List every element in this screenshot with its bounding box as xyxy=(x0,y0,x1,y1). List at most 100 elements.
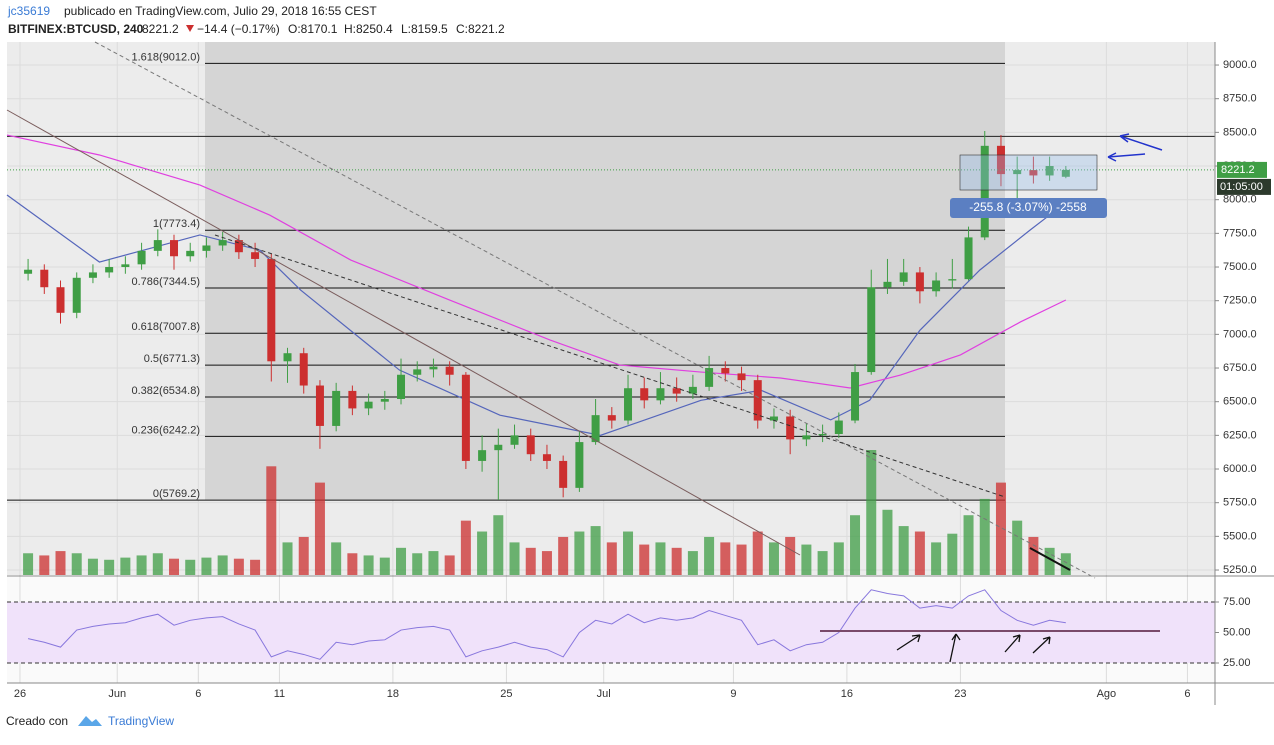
volume-bar xyxy=(477,531,488,575)
candle-body xyxy=(899,272,908,282)
candle-body xyxy=(721,368,730,374)
x-tick-label: 25 xyxy=(500,688,512,700)
candle-body xyxy=(996,145,1005,175)
y-tick-label: 7500.0 xyxy=(1223,261,1257,273)
candle-body xyxy=(510,435,519,445)
volume-bar xyxy=(785,536,796,575)
candle-body xyxy=(753,380,762,421)
candle-body xyxy=(494,444,503,451)
author: jc35619 xyxy=(7,4,50,18)
fib-label: 1(7773.4) xyxy=(153,218,200,230)
volume-bar xyxy=(590,526,601,575)
y-tick-label: 7000.0 xyxy=(1223,328,1257,340)
candle-body xyxy=(267,258,276,362)
volume-bar xyxy=(412,553,423,575)
candle-body xyxy=(737,373,746,381)
volume-bar xyxy=(671,547,682,575)
volume-bar xyxy=(931,542,942,575)
candle-body xyxy=(283,353,292,362)
volume-bar xyxy=(817,551,828,575)
x-tick-label: Ago xyxy=(1097,688,1117,700)
candle-body xyxy=(526,435,535,455)
candle-body xyxy=(786,416,795,440)
candle-body xyxy=(380,398,389,402)
candle-body xyxy=(1045,166,1054,176)
price: 8221.2 xyxy=(142,22,179,36)
candle-body xyxy=(24,269,33,274)
candle-body xyxy=(915,272,924,292)
y-tick-label: 7750.0 xyxy=(1223,227,1257,239)
moving-average xyxy=(6,134,1067,389)
volume-bar xyxy=(282,542,293,575)
volume-bar xyxy=(152,553,163,575)
candle-body xyxy=(834,420,843,435)
symbol: BITFINEX:BTCUSD, 240 xyxy=(8,22,144,36)
candle-body xyxy=(980,145,989,238)
countdown-box xyxy=(1217,178,1271,195)
volume-bar xyxy=(720,542,731,575)
x-tick-label: 6 xyxy=(195,688,201,700)
volume-bar xyxy=(509,542,520,575)
y-tick-label: 5500.0 xyxy=(1223,530,1257,542)
measure-box xyxy=(959,154,1098,191)
volume-bar xyxy=(1044,547,1055,575)
volume-bar xyxy=(963,515,974,575)
y-tick-label: 8500.0 xyxy=(1223,126,1257,138)
volume-bar xyxy=(639,544,650,575)
measure-label: -255.8 (-3.07%) -2558 xyxy=(969,200,1087,214)
volume-bar xyxy=(428,551,439,575)
candle-body xyxy=(121,264,130,268)
volume-bar xyxy=(995,482,1006,575)
volume-bar xyxy=(87,558,98,575)
change: −14.4 (−0.17%) xyxy=(197,22,280,36)
volume-bar xyxy=(233,558,244,575)
candle-body xyxy=(332,390,341,426)
volume-bar xyxy=(396,547,407,575)
candle-body xyxy=(1013,170,1022,175)
published: publicado en TradingView.com, Julio 29, … xyxy=(64,4,377,18)
volume-bar xyxy=(136,555,147,575)
candle-body xyxy=(40,269,49,288)
candle-body xyxy=(867,287,876,373)
candle-body xyxy=(153,240,162,251)
x-tick-label: 26 xyxy=(14,688,26,700)
volume-bar xyxy=(460,520,471,575)
volume-bar xyxy=(801,544,812,575)
candle-body xyxy=(170,240,179,257)
rsi-tick-label: 25.00 xyxy=(1223,657,1251,669)
fib-label: 0.382(6534.8) xyxy=(132,385,201,397)
volume-bar xyxy=(444,555,455,575)
candle-body xyxy=(883,281,892,288)
candle-body xyxy=(234,240,243,253)
rsi-tick-label: 50.00 xyxy=(1223,626,1251,638)
measure-label-box xyxy=(950,198,1107,218)
volume-bar xyxy=(71,553,82,575)
volume-bar xyxy=(185,559,196,575)
candle-body xyxy=(656,388,665,401)
volume-bar xyxy=(833,542,844,575)
candle-body xyxy=(705,368,714,387)
volume-bar xyxy=(914,531,925,575)
arrow xyxy=(1107,133,1163,162)
last-price-label: 8221.2 xyxy=(1221,164,1255,176)
volume-bar xyxy=(314,482,325,575)
volume-bar xyxy=(266,466,277,575)
candle-body xyxy=(851,372,860,421)
candle-body xyxy=(1061,169,1070,177)
candle-body xyxy=(932,280,941,292)
footer-brand[interactable]: TradingView xyxy=(108,714,174,728)
candle-body xyxy=(461,374,470,461)
x-tick-label: 11 xyxy=(274,688,285,700)
volume-bar xyxy=(655,542,666,575)
candle-body xyxy=(964,237,973,280)
volume-bar xyxy=(541,551,552,575)
volume-bar xyxy=(623,531,634,575)
rsi-tick-label: 75.00 xyxy=(1223,596,1251,608)
last-price-box xyxy=(1217,161,1267,178)
candle-body xyxy=(672,388,681,394)
fib-label: 0(5769.2) xyxy=(153,488,200,500)
ohlc-low: L:8159.5 xyxy=(401,22,448,36)
trend-line xyxy=(214,234,1006,498)
volume-bar xyxy=(558,536,569,575)
moving-average xyxy=(6,194,1050,436)
